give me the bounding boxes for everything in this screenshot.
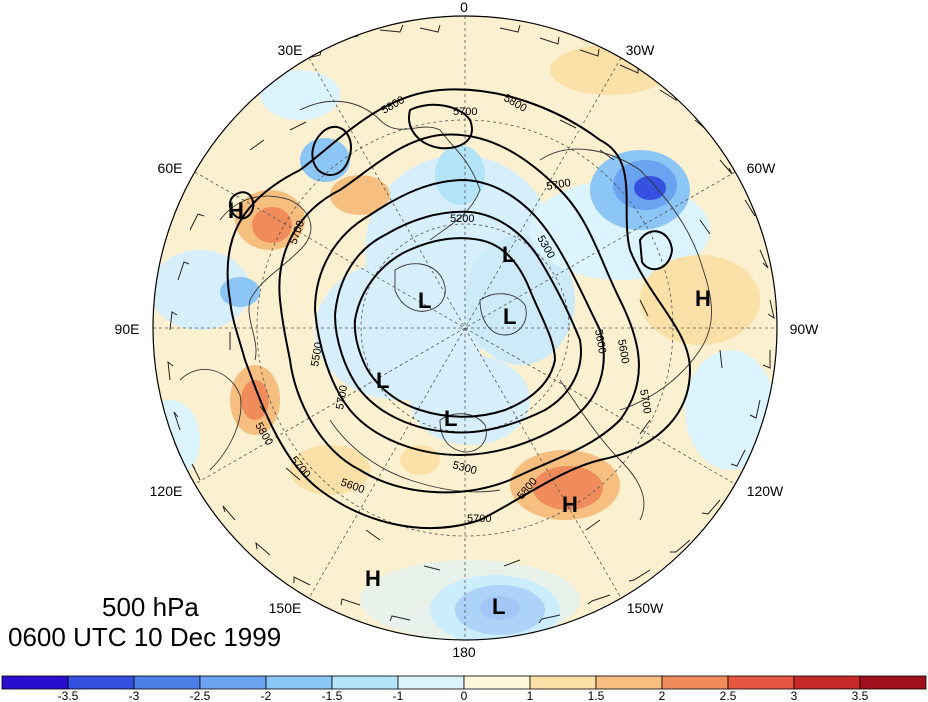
lon-label-150w: 150W <box>627 600 664 616</box>
colorbar-tick-label: -2 <box>261 689 272 702</box>
colorbar-swatch <box>1 675 69 690</box>
colorbar <box>1 675 927 690</box>
lon-label-120w: 120W <box>747 483 784 499</box>
contour-label: 5600 <box>592 328 608 354</box>
colorbar-tick-label: 2 <box>659 689 666 702</box>
colorbar-tick-label: -3 <box>129 689 140 702</box>
low-center: L <box>376 368 389 393</box>
colorbar-swatch <box>67 675 135 690</box>
colorbar-swatch <box>397 675 465 690</box>
contour-label: 5700 <box>334 384 350 410</box>
lon-label-60e: 60E <box>158 160 183 176</box>
colorbar-tick-labels: -3.5 -3 -2.5 -2 -1.5 -1 0 1 1.5 2 2.5 3 3.5 <box>58 689 869 702</box>
high-center: H <box>695 286 711 311</box>
low-center: L <box>492 594 505 619</box>
colorbar-tick-label: 1 <box>527 689 534 702</box>
pressure-centers: H H H H L L L L L L <box>228 198 711 619</box>
colorbar-tick-label: -3.5 <box>58 689 79 702</box>
lon-label-180: 180 <box>452 644 476 660</box>
lat-lon-grid <box>153 16 777 640</box>
lon-label-150e: 150E <box>269 600 302 616</box>
contour-label: 5700 <box>637 388 653 414</box>
contour-label-group: 5800 5700 5800 5700 5200 5300 5700 5500 … <box>252 92 653 525</box>
colorbar-tick-label: -1 <box>393 689 404 702</box>
lon-label-120e: 120E <box>150 483 183 499</box>
colorbar-tick-label: 0 <box>461 689 468 702</box>
title-level: 500 hPa <box>102 592 199 622</box>
high-center: H <box>228 198 244 223</box>
low-center: L <box>503 304 516 329</box>
colorbar-swatch <box>661 675 729 690</box>
colorbar-swatch <box>199 675 267 690</box>
lon-label-30e: 30E <box>278 42 303 58</box>
low-center: L <box>444 406 457 431</box>
colorbar-swatch <box>133 675 201 690</box>
lon-label-30w: 30W <box>626 42 656 58</box>
lon-label-90e: 90E <box>115 321 140 337</box>
colorbar-swatch <box>463 675 531 690</box>
colorbar-tick-label: -1.5 <box>322 689 343 702</box>
lon-label-60w: 60W <box>747 160 777 176</box>
colorbar-tick-label: 3.5 <box>852 689 869 702</box>
contour-label: 5700 <box>453 106 477 118</box>
contour-label: 5500 <box>309 341 325 367</box>
lon-label-90w: 90W <box>790 321 820 337</box>
colorbar-swatch <box>859 675 927 690</box>
colorbar-tick-label: -2.5 <box>190 689 211 702</box>
lon-label-0: 0 <box>460 0 468 15</box>
contour-label: 5700 <box>545 177 571 193</box>
low-center: L <box>418 288 431 313</box>
contour-label: 5700 <box>467 513 491 525</box>
height-contours <box>226 88 692 530</box>
high-center: H <box>365 566 381 591</box>
colorbar-swatch <box>529 675 597 690</box>
colorbar-swatch <box>727 675 795 690</box>
longitude-labels: 0 30W 60W 90W 120W 150W 180 150E 120E 90… <box>115 0 820 660</box>
map-boundary <box>152 15 778 641</box>
colorbar-tick-label: 2.5 <box>720 689 737 702</box>
colorbar-swatch <box>331 675 399 690</box>
colorbar-tick-label: 3 <box>791 689 798 702</box>
low-center: L <box>502 242 515 267</box>
contour-label: 5200 <box>450 213 474 225</box>
title-time: 0600 UTC 10 Dec 1999 <box>8 622 282 652</box>
colorbar-swatch <box>595 675 663 690</box>
colorbar-swatch <box>265 675 333 690</box>
colorbar-swatch <box>793 675 861 690</box>
contour-label: 5600 <box>615 338 631 364</box>
high-center: H <box>562 492 578 517</box>
colorbar-tick-label: 1.5 <box>588 689 605 702</box>
